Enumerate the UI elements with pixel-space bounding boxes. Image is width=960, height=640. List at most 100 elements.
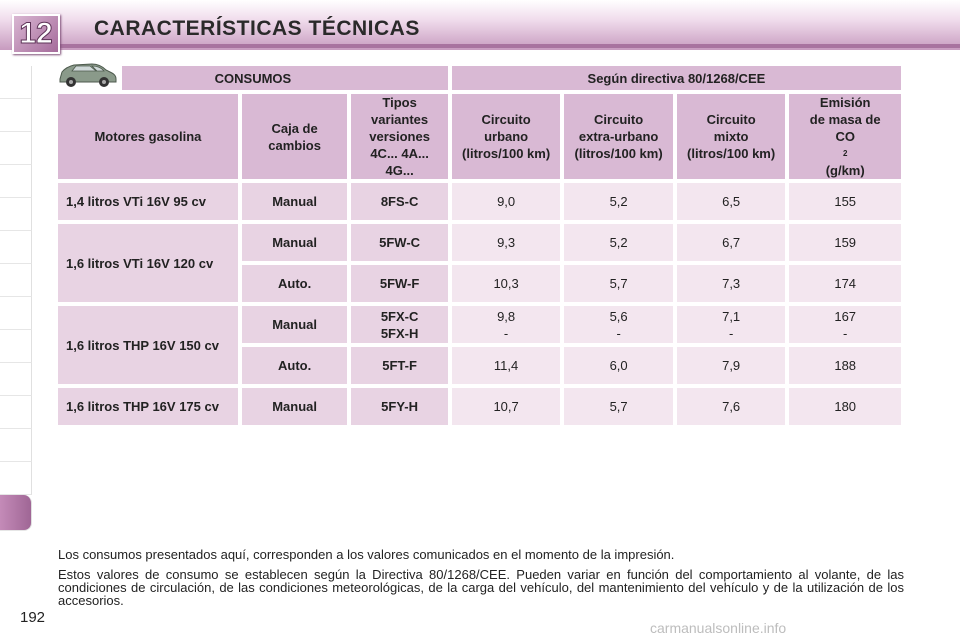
chapter-tab[interactable] bbox=[0, 165, 32, 198]
note-paragraph: Estos valores de consumo se establecen s… bbox=[58, 567, 904, 608]
page-title: CARACTERÍSTICAS TÉCNICAS bbox=[94, 17, 420, 40]
motor-cell: 1,4 litros VTi 16V 95 cv bbox=[58, 183, 238, 220]
chapter-tab[interactable] bbox=[0, 198, 32, 231]
extra-cell: 5,2 bbox=[564, 224, 673, 261]
co2-cell: 188 bbox=[789, 347, 901, 384]
col-urbano-line: urbano bbox=[484, 129, 529, 144]
col-urbano-line: Circuito bbox=[481, 112, 531, 127]
extra-cell: 5,7 bbox=[564, 388, 673, 425]
mixto-value: 7,1 bbox=[722, 308, 741, 324]
chapter-tabs bbox=[0, 66, 34, 531]
col-emision-line: CO 2 (g/km) bbox=[789, 128, 901, 179]
caja-cell: Manual bbox=[241, 183, 348, 220]
co2-cell: 174 bbox=[789, 265, 901, 302]
co2-cell: 180 bbox=[789, 388, 901, 425]
chapter-tab[interactable] bbox=[0, 330, 32, 363]
tipo-cell: 5FX-C 5FX-H bbox=[351, 306, 448, 343]
mixto-cell: 7,6 bbox=[676, 388, 786, 425]
car-icon bbox=[59, 63, 117, 87]
watermark: carmanualsonline.info bbox=[650, 620, 787, 636]
motor-cell: 1,6 litros VTi 16V 120 cv bbox=[58, 224, 238, 302]
tipo-variant: 5FX-H bbox=[380, 325, 419, 341]
motor-cell: 1,6 litros THP 16V 150 cv bbox=[58, 306, 238, 384]
extra-value: 5,6 bbox=[609, 308, 628, 324]
consumos-label: CONSUMOS bbox=[214, 70, 292, 86]
extra-cell: 6,0 bbox=[564, 347, 673, 384]
urbano-cell: 9,0 bbox=[451, 183, 561, 220]
col-urbano: Circuito urbano (litros/100 km) bbox=[451, 94, 561, 179]
urbano-cell: 9,3 bbox=[451, 224, 561, 261]
urbano-cell: 10,7 bbox=[451, 388, 561, 425]
mixto-cell: 7,9 bbox=[676, 347, 786, 384]
col-mixto-line: Circuito bbox=[706, 112, 756, 127]
note-paragraph: Los consumos presentados aquí, correspon… bbox=[58, 547, 675, 562]
co2-cell: 159 bbox=[789, 224, 901, 261]
col-emision: Emisión de masa de CO 2 (g/km) bbox=[789, 94, 901, 179]
co2-value: - bbox=[843, 325, 848, 341]
extra-cell: 5,6 - bbox=[564, 306, 673, 343]
col-tipos-line: 4C... 4A... bbox=[370, 146, 429, 161]
page-number: 192 bbox=[20, 609, 46, 626]
table-row: Auto. 5FW-F 10,3 5,7 7,3 174 bbox=[58, 265, 901, 302]
col-motor: Motores gasolina bbox=[58, 94, 238, 179]
mixto-value: - bbox=[728, 325, 734, 341]
co2-cell: 167 - bbox=[789, 306, 901, 343]
mixto-cell: 7,1 - bbox=[676, 306, 786, 343]
col-tipos: Tipos variantes versiones 4C... 4A... 4G… bbox=[351, 94, 448, 179]
chapter-tab[interactable] bbox=[0, 66, 32, 99]
col-tipos-line: versiones bbox=[369, 129, 430, 144]
tipo-variant: 5FX-C bbox=[380, 308, 419, 324]
caja-cell: Auto. bbox=[241, 265, 348, 302]
motor-cell: 1,6 litros THP 16V 175 cv bbox=[58, 388, 238, 425]
co2-subscript: 2 bbox=[842, 149, 848, 158]
urbano-cell: 11,4 bbox=[451, 347, 561, 384]
directiva-header: Según directiva 80/1268/CEE bbox=[451, 66, 901, 90]
col-emision-line: Emisión bbox=[819, 95, 871, 110]
col-tipos-line: variantes bbox=[371, 112, 429, 127]
extra-cell: 5,2 bbox=[564, 183, 673, 220]
chapter-tab[interactable] bbox=[0, 396, 32, 429]
chapter-tab[interactable] bbox=[0, 231, 32, 264]
caja-cell: Manual bbox=[241, 306, 348, 343]
mixto-cell: 6,7 bbox=[676, 224, 786, 261]
caja-cell: Manual bbox=[241, 388, 348, 425]
col-caja-line: Caja de bbox=[271, 120, 318, 136]
header-divider bbox=[58, 44, 960, 48]
col-tipos-line: Tipos bbox=[382, 95, 417, 110]
chapter-tab[interactable] bbox=[0, 132, 32, 165]
urbano-cell: 10,3 bbox=[451, 265, 561, 302]
co2-cell: 155 bbox=[789, 183, 901, 220]
co-text: CO bbox=[835, 129, 855, 144]
col-extra-line: Circuito bbox=[594, 112, 644, 127]
mixto-cell: 7,3 bbox=[676, 265, 786, 302]
col-urbano-line: (litros/100 km) bbox=[462, 146, 551, 161]
col-extra-urbano: Circuito extra-urbano (litros/100 km) bbox=[564, 94, 673, 179]
notes: Los consumos presentados aquí, correspon… bbox=[58, 548, 904, 614]
consumos-header: CONSUMOS bbox=[58, 66, 448, 90]
header-band bbox=[0, 0, 960, 50]
tipo-cell: 5FY-H bbox=[351, 388, 448, 425]
tipo-cell: 5FW-C bbox=[351, 224, 448, 261]
caja-cell: Manual bbox=[241, 224, 348, 261]
table-row: Auto. 5FT-F 11,4 6,0 7,9 188 bbox=[58, 347, 901, 384]
col-mixto-line: mixto bbox=[713, 129, 749, 144]
chapter-tab[interactable] bbox=[0, 462, 32, 495]
table-row: 1,6 litros THP 16V 175 cv Manual 5FY-H 1… bbox=[58, 388, 901, 425]
co2-value: 167 bbox=[834, 308, 857, 324]
chapter-tab[interactable] bbox=[0, 264, 32, 297]
tipo-cell: 5FW-F bbox=[351, 265, 448, 302]
emision-unit: (g/km) bbox=[825, 163, 865, 178]
col-mixto: Circuito mixto (litros/100 km) bbox=[676, 94, 786, 179]
extra-cell: 5,7 bbox=[564, 265, 673, 302]
consumption-table: CONSUMOS Según directiva 80/1268/CEE Mot… bbox=[54, 62, 905, 429]
chapter-tab[interactable] bbox=[0, 429, 32, 462]
chapter-tab[interactable] bbox=[0, 363, 32, 396]
chapter-tab[interactable] bbox=[0, 99, 32, 132]
chapter-tab-active[interactable] bbox=[0, 495, 32, 531]
tipo-cell: 8FS-C bbox=[351, 183, 448, 220]
col-emision-line: de masa de bbox=[809, 112, 881, 127]
table-row: 1,6 litros THP 16V 150 cv Manual 5FX-C 5… bbox=[58, 306, 901, 384]
urbano-value: 9,8 bbox=[497, 308, 516, 324]
chapter-tab[interactable] bbox=[0, 297, 32, 330]
col-tipos-line: 4G... bbox=[385, 163, 414, 178]
